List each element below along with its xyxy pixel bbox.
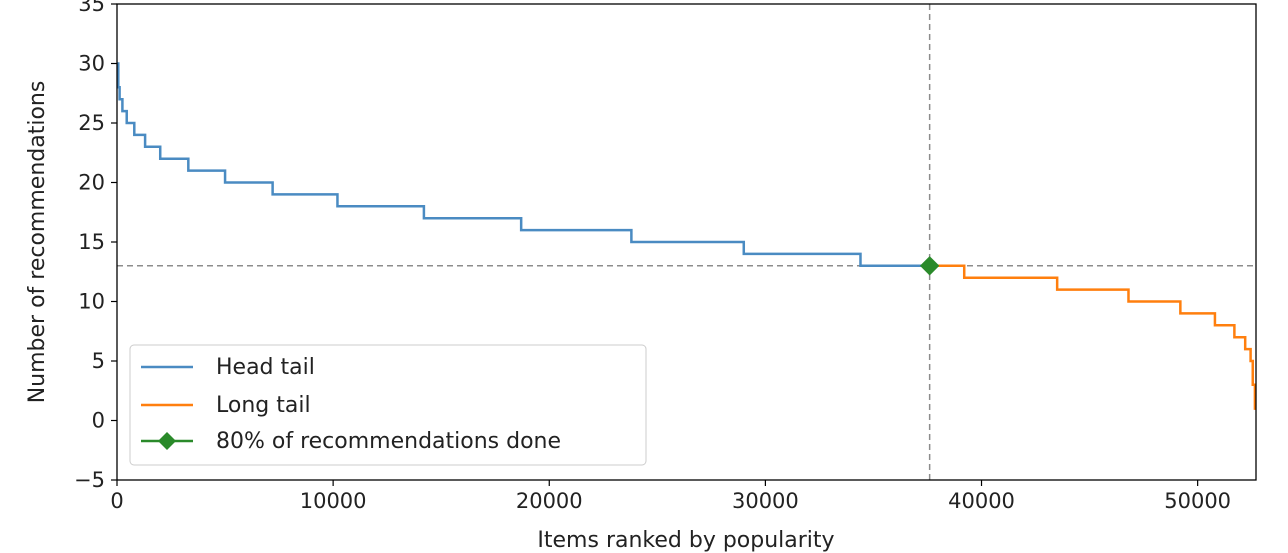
y-tick-label: −5: [74, 468, 105, 492]
x-axis-ticks: 0 10000 20000 30000 40000 50000: [110, 480, 1231, 513]
x-tick-label: 20000: [516, 489, 583, 513]
y-tick-label: 15: [78, 230, 105, 254]
x-tick-label: 0: [110, 489, 123, 513]
x-tick-label: 50000: [1164, 489, 1231, 513]
legend-label-marker: 80% of recommendations done: [216, 429, 561, 454]
y-tick-label: 0: [92, 409, 105, 433]
series-line-head-tail: [117, 62, 930, 268]
y-tick-label: 35: [78, 0, 105, 16]
series-line-long-tail: [929, 264, 1257, 410]
y-axis-label: Number of recommendations: [25, 81, 50, 404]
y-tick-label: 10: [78, 290, 105, 314]
y-tick-label: 25: [78, 111, 105, 135]
legend-label-head-tail: Head tail: [216, 355, 315, 380]
legend-marker-diamond: [158, 432, 176, 450]
plot-area: [117, 4, 1257, 480]
y-tick-label: 30: [78, 52, 105, 76]
x-axis-label: Items ranked by popularity: [537, 528, 834, 553]
legend-frame: [129, 344, 647, 466]
legend: Head tail Long tail 80% of recommendatio…: [129, 344, 647, 466]
marker-80-percent: [919, 256, 940, 276]
x-tick-label: 40000: [948, 489, 1015, 513]
x-tick-label: 30000: [732, 489, 799, 513]
y-axis-ticks: −5 0 5 10 15 20 25 30 35: [74, 0, 117, 492]
y-tick-label: 5: [92, 349, 105, 373]
plot-frame: [116, 3, 1257, 481]
legend-label-long-tail: Long tail: [216, 393, 311, 418]
y-tick-label: 20: [78, 171, 105, 195]
x-tick-label: 10000: [300, 489, 367, 513]
